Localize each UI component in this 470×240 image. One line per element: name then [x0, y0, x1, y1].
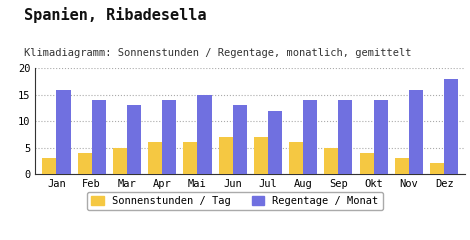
Bar: [395, 158, 409, 174]
Bar: [289, 142, 303, 174]
Bar: [56, 90, 70, 174]
Text: Spanien, Ribadesella: Spanien, Ribadesella: [24, 7, 206, 23]
Bar: [338, 100, 352, 174]
Bar: [162, 100, 176, 174]
Bar: [148, 142, 162, 174]
Bar: [254, 137, 268, 174]
Bar: [444, 79, 458, 174]
Bar: [360, 153, 374, 174]
Bar: [233, 105, 247, 174]
Bar: [197, 95, 212, 174]
Bar: [78, 153, 92, 174]
Legend: Sonnenstunden / Tag, Regentage / Monat: Sonnenstunden / Tag, Regentage / Monat: [87, 192, 383, 210]
Bar: [374, 100, 388, 174]
Bar: [268, 111, 282, 174]
Bar: [113, 148, 127, 174]
Bar: [303, 100, 317, 174]
Bar: [183, 142, 197, 174]
Text: Copyright (C) 2010 sonnenlaender.de: Copyright (C) 2010 sonnenlaender.de: [132, 223, 338, 233]
Bar: [430, 163, 444, 174]
Bar: [42, 158, 56, 174]
Bar: [127, 105, 141, 174]
Bar: [409, 90, 423, 174]
Text: Klimadiagramm: Sonnenstunden / Regentage, monatlich, gemittelt: Klimadiagramm: Sonnenstunden / Regentage…: [24, 48, 411, 58]
Bar: [219, 137, 233, 174]
Bar: [324, 148, 338, 174]
Bar: [92, 100, 106, 174]
